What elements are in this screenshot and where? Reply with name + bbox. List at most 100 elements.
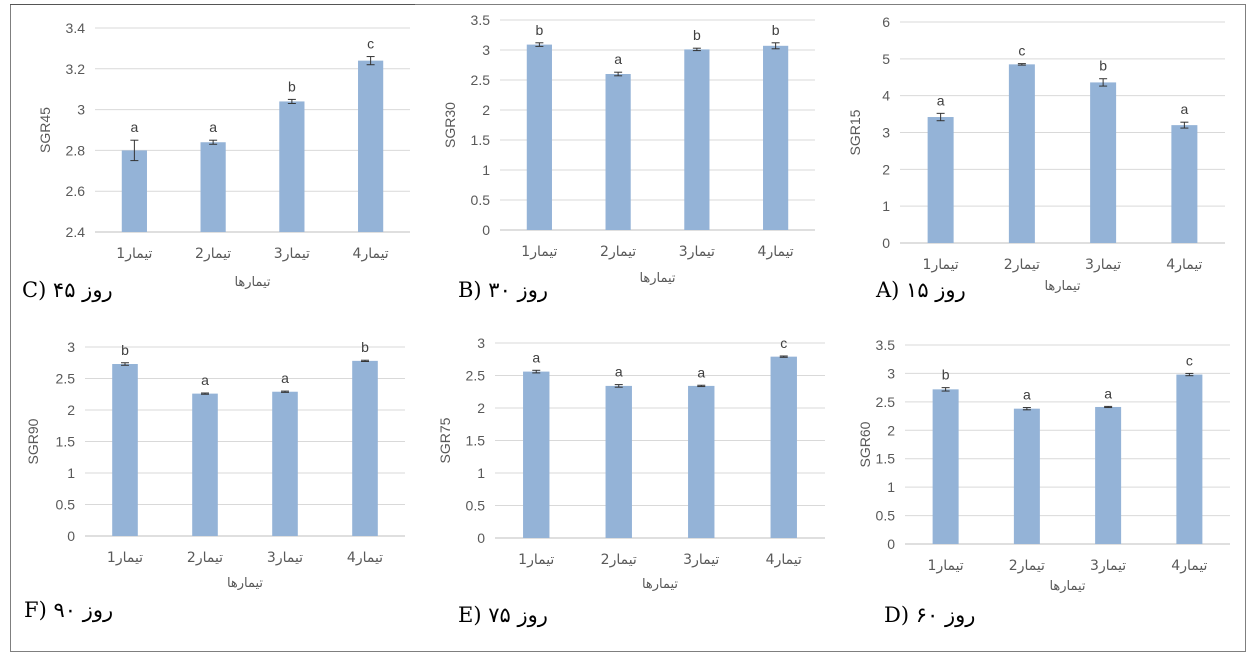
significance-letter-c-0: a bbox=[130, 119, 138, 135]
ytick-label-a-6: 6 bbox=[882, 14, 890, 30]
significance-letter-f-0: b bbox=[121, 342, 129, 358]
significance-letter-b-3: b bbox=[772, 22, 780, 38]
ytick-label-d-1: 0.5 bbox=[876, 508, 896, 524]
bar-e-0 bbox=[523, 371, 550, 538]
ytick-label-e-5: 2.5 bbox=[466, 368, 486, 384]
bar-b-2 bbox=[684, 49, 710, 231]
significance-letter-a-1: c bbox=[1018, 43, 1025, 59]
y-axis-title-d: SGR60 bbox=[857, 421, 873, 467]
ytick-label-c-4: 3.2 bbox=[66, 61, 86, 77]
y-axis-title-c: SGR45 bbox=[37, 107, 53, 153]
category-label-f-1: تیمار2 bbox=[187, 550, 223, 566]
bar-d-1 bbox=[1013, 408, 1040, 544]
ytick-label-f-2: 1 bbox=[67, 465, 75, 481]
category-label-f-0: تیمار1 bbox=[107, 550, 143, 566]
significance-letter-c-1: a bbox=[209, 119, 217, 135]
bar-f-3 bbox=[352, 360, 378, 536]
ytick-label-b-2: 1 bbox=[482, 162, 490, 178]
category-label-c-2: تیمار3 bbox=[274, 246, 310, 262]
ytick-label-f-0: 0 bbox=[67, 528, 75, 544]
bar-c-0 bbox=[121, 150, 147, 232]
ytick-label-d-3: 1.5 bbox=[876, 451, 896, 467]
ytick-label-c-2: 2.8 bbox=[66, 142, 86, 158]
category-label-d-2: تیمار3 bbox=[1090, 558, 1126, 574]
category-label-c-3: تیمار4 bbox=[353, 246, 389, 262]
significance-letter-b-2: b bbox=[693, 27, 701, 43]
ytick-label-b-6: 3 bbox=[482, 42, 490, 58]
category-label-f-2: تیمار3 bbox=[267, 550, 303, 566]
ytick-label-a-5: 5 bbox=[882, 51, 890, 67]
significance-letter-f-1: a bbox=[201, 372, 209, 388]
significance-letter-e-2: a bbox=[697, 364, 705, 380]
x-axis-title-d: تیمارها bbox=[1049, 579, 1085, 594]
bar-a-3 bbox=[1171, 125, 1198, 243]
category-label-a-1: تیمار2 bbox=[1004, 257, 1040, 273]
ytick-label-c-5: 3.4 bbox=[66, 20, 86, 36]
ytick-label-f-1: 0.5 bbox=[56, 497, 76, 513]
chart-panel-f: 0 0.5 1 1.5 2 2.5 3 b تیمار1 a تیمار2 a تیمار3 b تیمار… bbox=[25, 339, 405, 591]
ytick-label-d-5: 2.5 bbox=[876, 394, 896, 410]
bar-d-2 bbox=[1095, 406, 1122, 544]
ytick-label-f-3: 1.5 bbox=[56, 434, 76, 450]
category-label-b-2: تیمار3 bbox=[679, 244, 715, 260]
significance-letter-b-1: a bbox=[614, 51, 622, 67]
significance-letter-d-1: a bbox=[1023, 387, 1031, 403]
y-axis-title-e: SGR75 bbox=[437, 417, 453, 463]
bar-f-0 bbox=[112, 364, 138, 536]
significance-letter-e-0: a bbox=[532, 349, 540, 365]
bar-a-0 bbox=[927, 117, 954, 243]
bar-d-0 bbox=[932, 389, 959, 544]
category-label-c-0: تیمار1 bbox=[116, 246, 152, 262]
category-label-d-3: تیمار4 bbox=[1171, 558, 1207, 574]
caption-panel-b: B) ۳۰ روز bbox=[458, 278, 548, 302]
bar-b-1 bbox=[605, 74, 631, 230]
y-axis-title-b: SGR30 bbox=[442, 102, 458, 148]
ytick-label-e-2: 1 bbox=[477, 465, 485, 481]
x-axis-title-a: تیمارها bbox=[1044, 279, 1080, 294]
ytick-label-a-2: 2 bbox=[882, 161, 890, 177]
ytick-label-f-6: 3 bbox=[67, 339, 75, 355]
category-label-e-2: تیمار3 bbox=[683, 552, 719, 568]
ytick-label-b-1: 0.5 bbox=[471, 192, 491, 208]
x-axis-title-f: تیمارها bbox=[227, 576, 263, 591]
caption-panel-a: A) ۱۵ روز bbox=[876, 278, 966, 302]
bar-a-2 bbox=[1090, 82, 1117, 243]
caption-panel-e: E) ۷۵ روز bbox=[458, 603, 548, 627]
caption-panel-d: D) ۶۰ روز bbox=[884, 603, 976, 627]
chart-panel-e: 0 0.5 1 1.5 2 2.5 3 a تیمار1 a تیمار2 a تیمار3 c تیمار… bbox=[437, 335, 825, 592]
category-label-a-2: تیمار3 bbox=[1085, 257, 1121, 273]
category-label-e-1: تیمار2 bbox=[601, 552, 637, 568]
caption-panel-f: F) ۹۰ روز bbox=[24, 598, 114, 622]
category-label-b-0: تیمار1 bbox=[521, 244, 557, 260]
ytick-label-d-7: 3.5 bbox=[876, 337, 896, 353]
ytick-label-d-6: 3 bbox=[887, 365, 895, 381]
ytick-label-a-0: 0 bbox=[882, 235, 890, 251]
ytick-label-b-4: 2 bbox=[482, 102, 490, 118]
ytick-label-b-0: 0 bbox=[482, 222, 490, 238]
bar-e-2 bbox=[688, 385, 715, 538]
y-axis-title-a: SGR15 bbox=[847, 109, 863, 155]
ytick-label-c-1: 2.6 bbox=[66, 183, 86, 199]
category-label-c-1: تیمار2 bbox=[195, 246, 231, 262]
significance-letter-d-2: a bbox=[1104, 385, 1112, 401]
ytick-label-a-1: 1 bbox=[882, 198, 890, 214]
significance-letter-f-3: b bbox=[361, 339, 369, 355]
bar-b-0 bbox=[526, 44, 552, 230]
ytick-label-d-0: 0 bbox=[887, 536, 895, 552]
chart-panel-b: 0 0.5 1 1.5 2 2.5 3 3.5 b تیمار1 a تیمار2 b تیمار3 b تی… bbox=[442, 12, 815, 286]
bar-a-1 bbox=[1008, 64, 1035, 243]
significance-letter-b-0: b bbox=[535, 22, 543, 38]
significance-letter-e-3: c bbox=[780, 335, 787, 351]
category-label-f-3: تیمار4 bbox=[347, 550, 383, 566]
significance-letter-a-2: b bbox=[1099, 58, 1107, 74]
category-label-d-0: تیمار1 bbox=[928, 558, 964, 574]
bar-e-3 bbox=[770, 356, 797, 538]
bar-c-3 bbox=[358, 60, 384, 232]
ytick-label-b-7: 3.5 bbox=[471, 12, 491, 28]
ytick-label-e-6: 3 bbox=[477, 335, 485, 351]
top-rule bbox=[10, 4, 415, 5]
chart-panel-a: 0 1 2 3 4 5 6 a تیمار1 c تیمار2 b تیمار3 a تیمار4 SGR15… bbox=[847, 14, 1225, 294]
category-label-a-3: تیمار4 bbox=[1166, 257, 1202, 273]
bar-c-1 bbox=[200, 142, 226, 232]
ytick-label-b-5: 2.5 bbox=[471, 72, 491, 88]
